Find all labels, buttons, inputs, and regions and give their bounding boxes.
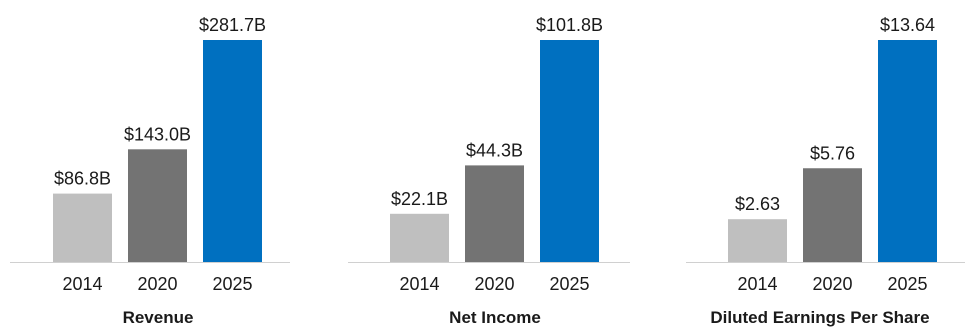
- tick-label-net-income-2025: 2025: [549, 274, 589, 294]
- tick-label-diluted-eps-2025: 2025: [887, 274, 927, 294]
- tick-label-net-income-2014: 2014: [399, 274, 439, 294]
- value-label-net-income-2025: $101.8B: [536, 15, 603, 35]
- tick-label-net-income-2020: 2020: [474, 274, 514, 294]
- bar-net-income-2025: [540, 40, 599, 262]
- tick-label-diluted-eps-2014: 2014: [737, 274, 777, 294]
- bar-diluted-eps-2020: [803, 168, 862, 262]
- value-label-revenue-2020: $143.0B: [124, 124, 191, 144]
- bar-diluted-eps-2014: [728, 219, 787, 262]
- tick-label-revenue-2014: 2014: [62, 274, 102, 294]
- tick-label-diluted-eps-2020: 2020: [812, 274, 852, 294]
- chart-title-net-income: Net Income: [449, 308, 541, 327]
- bar-revenue-2025: [203, 40, 262, 262]
- value-label-diluted-eps-2020: $5.76: [810, 143, 855, 163]
- bar-diluted-eps-2025: [878, 40, 937, 262]
- value-label-net-income-2020: $44.3B: [466, 140, 523, 160]
- value-label-net-income-2014: $22.1B: [391, 189, 448, 209]
- tick-label-revenue-2025: 2025: [212, 274, 252, 294]
- value-label-diluted-eps-2025: $13.64: [880, 15, 935, 35]
- bar-net-income-2014: [390, 213, 449, 262]
- chart-title-diluted-eps: Diluted Earnings Per Share: [710, 308, 930, 327]
- chart-title-revenue: Revenue: [122, 308, 194, 327]
- value-label-diluted-eps-2014: $2.63: [735, 194, 780, 214]
- bar-revenue-2020: [128, 149, 187, 262]
- value-label-revenue-2025: $281.7B: [199, 15, 266, 35]
- bar-revenue-2014: [53, 193, 112, 262]
- tick-label-revenue-2020: 2020: [137, 274, 177, 294]
- bar-net-income-2020: [465, 165, 524, 262]
- value-label-revenue-2014: $86.8B: [54, 169, 111, 189]
